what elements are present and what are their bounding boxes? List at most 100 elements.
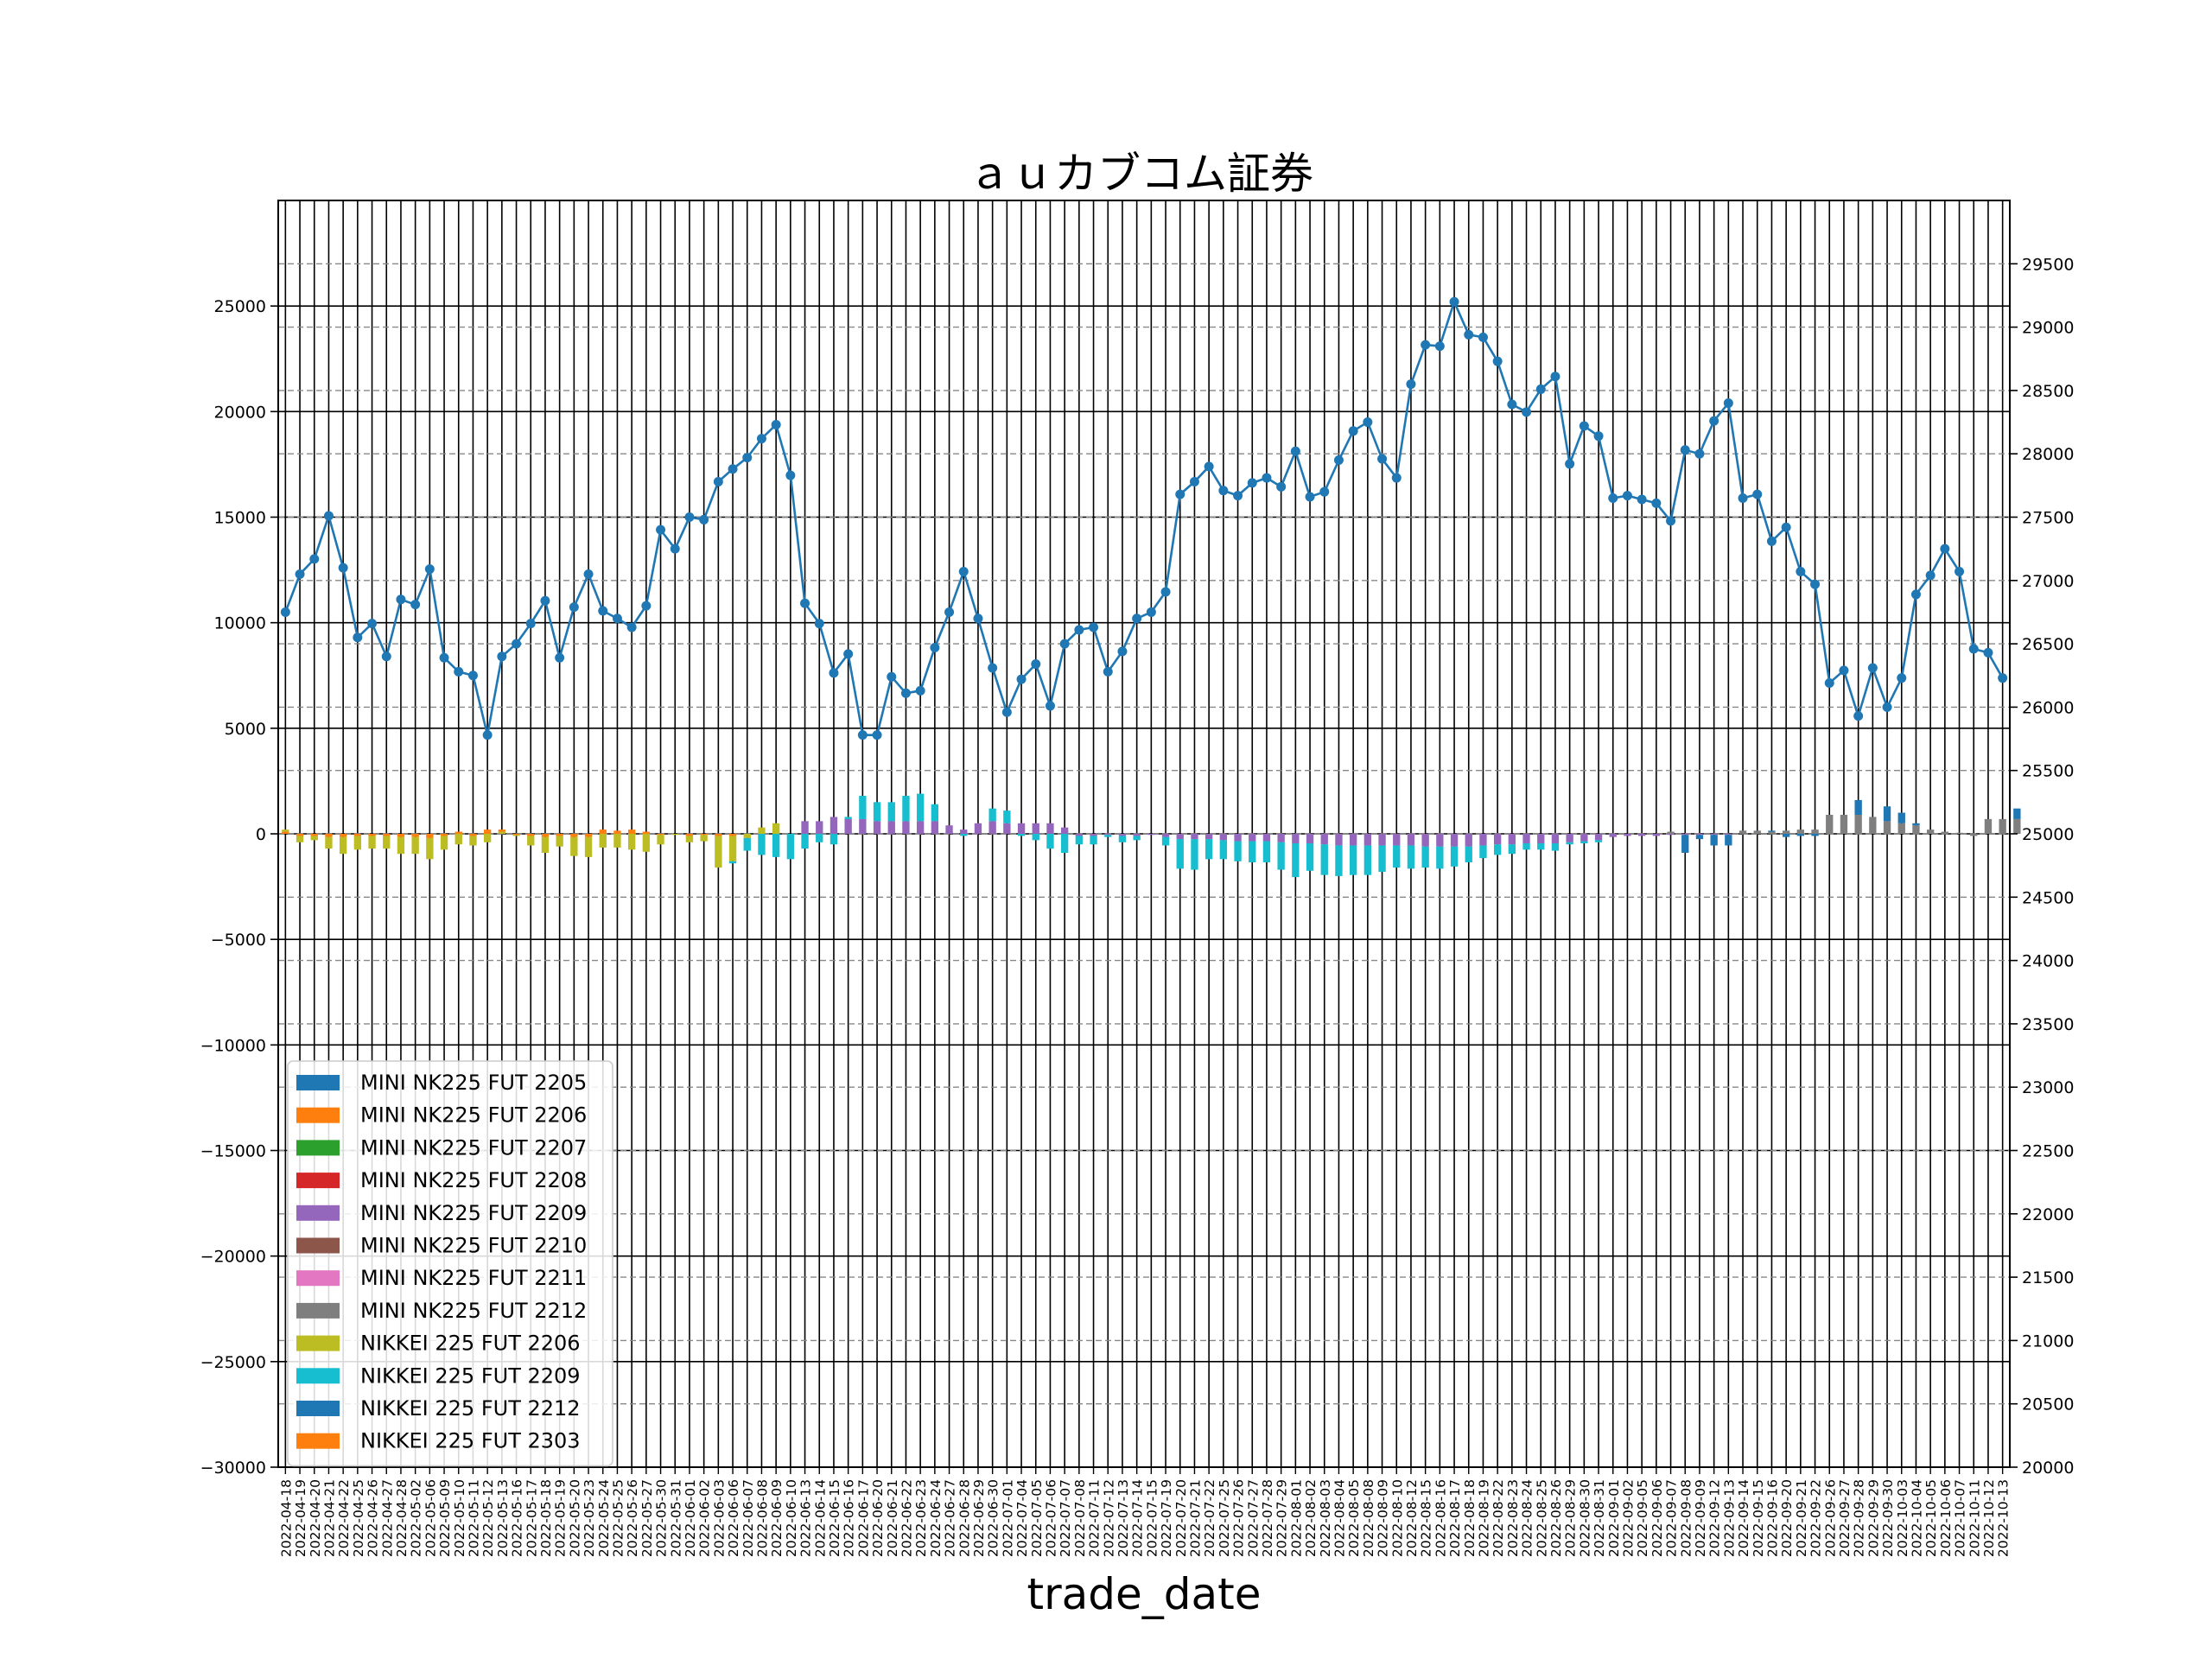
- line-point: [1968, 644, 1979, 654]
- line-point: [1218, 486, 1229, 496]
- line-point: [785, 470, 796, 480]
- line-point: [1348, 426, 1358, 436]
- line-point: [900, 688, 911, 698]
- y-tick-label: 20000: [214, 403, 266, 422]
- bar-segment: [1796, 834, 1805, 836]
- line-point: [410, 600, 421, 610]
- line-point: [988, 663, 998, 673]
- x-tick-label: 2022-07-01: [1000, 1479, 1015, 1557]
- x-tick-label: 2022-06-24: [928, 1479, 944, 1557]
- x-tick-label: 2022-07-26: [1231, 1479, 1247, 1557]
- bar-segment: [1249, 834, 1256, 842]
- x-tick-label: 2022-07-25: [1217, 1479, 1232, 1557]
- line-point: [1434, 341, 1445, 352]
- bar-segment: [1292, 842, 1300, 878]
- bar-segment: [960, 834, 968, 836]
- line-point: [944, 607, 955, 617]
- y-tick-label: −20000: [200, 1248, 266, 1267]
- bar-segment: [1897, 812, 1905, 823]
- line-point: [1333, 455, 1344, 466]
- legend-swatch: [296, 1107, 340, 1123]
- y-right-tick-label: 28500: [2022, 382, 2074, 401]
- bar-segment: [1176, 834, 1184, 840]
- bar-segment: [1522, 842, 1530, 850]
- x-tick-label: 2022-07-11: [1087, 1479, 1103, 1557]
- line-point: [1766, 536, 1777, 546]
- x-tick-label: 2022-09-16: [1764, 1479, 1780, 1557]
- bar-segment: [627, 834, 636, 850]
- y-right-tick-label: 25500: [2022, 762, 2074, 781]
- legend-label: MINI NK225 FUT 2205: [360, 1071, 587, 1095]
- line-point: [1853, 711, 1864, 721]
- bar-segment: [1017, 834, 1026, 836]
- line-point: [439, 652, 449, 663]
- y-tick-label: −30000: [200, 1459, 266, 1478]
- line-point: [1839, 665, 1849, 676]
- bar-segment: [1796, 830, 1805, 834]
- bar-segment: [1465, 834, 1472, 847]
- bar-segment: [642, 831, 651, 834]
- bar-segment: [844, 817, 852, 819]
- x-tick-label: 2022-06-27: [943, 1479, 958, 1557]
- bar-segment: [383, 834, 391, 836]
- x-tick-label: 2022-05-31: [668, 1479, 683, 1557]
- bar-segment: [1768, 831, 1776, 834]
- x-tick-label: 2022-06-06: [726, 1479, 741, 1557]
- legend-label: MINI NK225 FUT 2206: [360, 1103, 587, 1128]
- x-tick-label: 2022-08-18: [1462, 1479, 1478, 1557]
- x-tick-label: 2022-06-02: [697, 1479, 713, 1557]
- line-point: [598, 606, 608, 616]
- bar-segment: [599, 830, 607, 834]
- line-point: [1998, 673, 2008, 683]
- line-point: [512, 639, 522, 649]
- x-tick-label: 2022-07-27: [1245, 1479, 1261, 1557]
- bar-segment: [1320, 844, 1328, 875]
- bar-segment: [960, 830, 968, 834]
- bar-segment: [1811, 830, 1819, 834]
- line-point: [1377, 454, 1388, 464]
- y-right-tick-label: 28000: [2022, 445, 2074, 464]
- bar-segment: [931, 804, 939, 822]
- bar-segment: [1060, 834, 1069, 853]
- legend-swatch: [296, 1401, 340, 1416]
- x-tick-label: 2022-09-02: [1620, 1479, 1636, 1557]
- bar-segment: [1624, 834, 1631, 836]
- bar-segment: [1393, 845, 1401, 868]
- y-right-tick-label: 23500: [2022, 1015, 2074, 1034]
- x-tick-label: 2022-05-16: [510, 1479, 525, 1557]
- bar-segment: [743, 837, 751, 851]
- x-tick-label: 2022-10-03: [1895, 1479, 1910, 1557]
- x-tick-label: 2022-07-20: [1173, 1479, 1189, 1557]
- bar-segment: [541, 834, 550, 837]
- legend-label: MINI NK225 FUT 2208: [360, 1168, 587, 1192]
- bar-segment: [859, 818, 867, 834]
- legend-swatch: [296, 1302, 340, 1319]
- bar-segment: [1782, 830, 1790, 834]
- x-tick-label: 2022-09-14: [1736, 1479, 1751, 1557]
- bar-segment: [685, 834, 694, 836]
- line-point: [843, 649, 854, 659]
- x-tick-label: 2022-06-01: [683, 1479, 698, 1557]
- line-point: [1175, 489, 1185, 499]
- x-tick-label: 2022-07-08: [1072, 1479, 1088, 1557]
- y-tick-label: −15000: [200, 1142, 266, 1161]
- bar-segment: [2013, 818, 2021, 834]
- bar-segment: [1421, 834, 1429, 847]
- x-tick-label: 2022-08-02: [1303, 1479, 1319, 1557]
- bar-segment: [844, 818, 852, 834]
- bar-segment: [1710, 834, 1718, 836]
- bar-segment: [1551, 834, 1560, 843]
- x-tick-label: 2022-08-16: [1433, 1479, 1448, 1557]
- bar-segment: [613, 834, 621, 848]
- line-point: [1406, 379, 1416, 390]
- bar-segment: [1566, 834, 1573, 842]
- x-tick-label: 2022-07-29: [1274, 1479, 1290, 1557]
- bar-segment: [1118, 836, 1127, 842]
- line-point: [569, 602, 579, 613]
- bar-segment: [1811, 834, 1819, 836]
- x-tick-label: 2022-08-23: [1505, 1479, 1521, 1557]
- bar-segment: [1508, 844, 1516, 855]
- bar-segment: [873, 821, 881, 834]
- bar-segment: [1537, 834, 1545, 843]
- bar-segment: [1637, 834, 1646, 836]
